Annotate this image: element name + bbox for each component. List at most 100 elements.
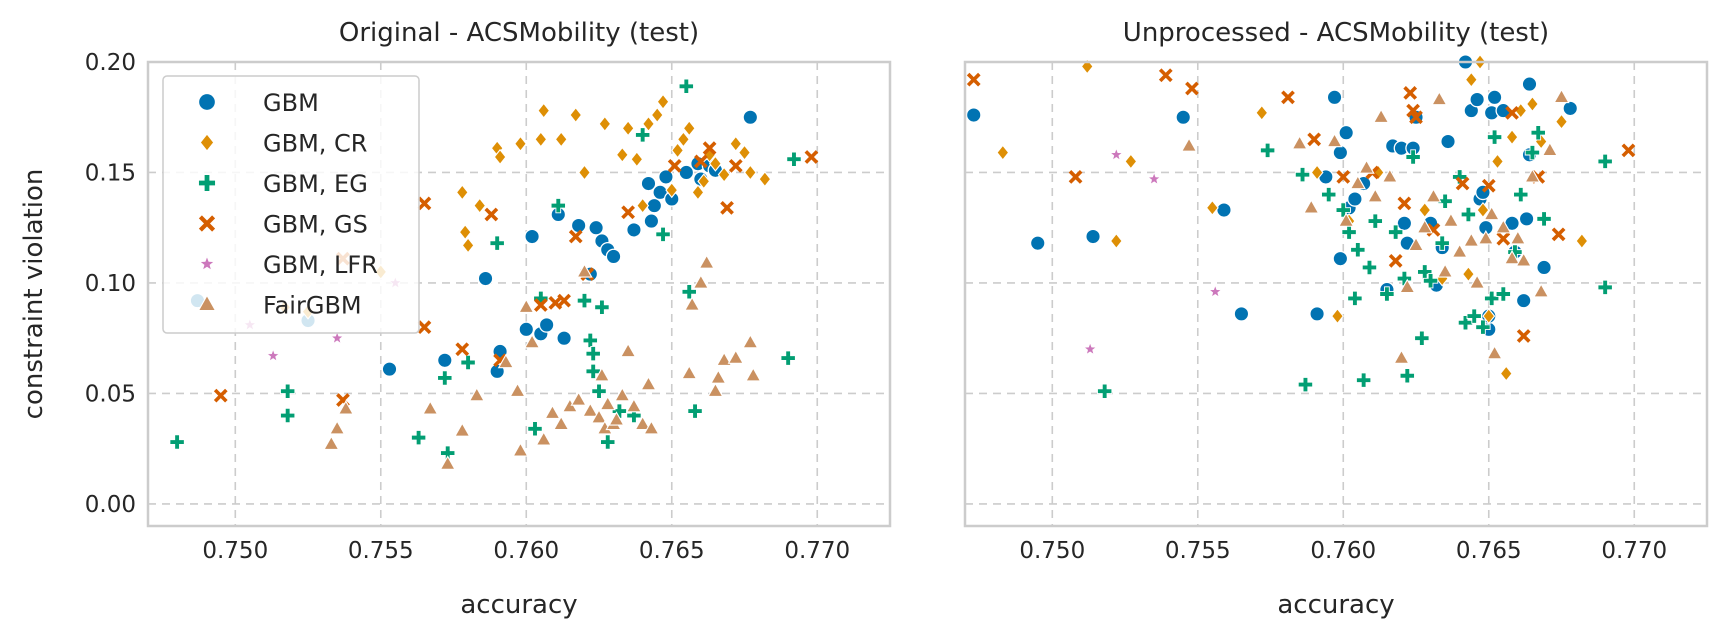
- data-point: [417, 320, 432, 335]
- data-point: [550, 197, 566, 214]
- data-point: [1503, 249, 1521, 265]
- x-tick-label: 0.755: [1165, 538, 1231, 564]
- data-point: [1475, 319, 1491, 335]
- data-point: [1562, 100, 1579, 117]
- data-point: [1436, 263, 1454, 278]
- data-point: [1496, 231, 1511, 246]
- data-point: [626, 222, 642, 238]
- data-point: [328, 420, 346, 435]
- data-point: [553, 415, 570, 431]
- data-point: [1332, 250, 1349, 267]
- legend-label: GBM, GS: [263, 211, 368, 239]
- data-point: [599, 395, 616, 411]
- data-point: [615, 146, 629, 163]
- data-point: [1553, 88, 1570, 104]
- data-point: [1336, 170, 1351, 184]
- data-point: [665, 182, 679, 199]
- data-point: [1597, 153, 1613, 170]
- data-point: [509, 382, 526, 397]
- grid: [965, 61, 1707, 526]
- data-point: [582, 402, 599, 417]
- data-point: [1414, 330, 1430, 346]
- data-point: [1347, 191, 1363, 207]
- data-point: [570, 391, 587, 406]
- data-point: [544, 404, 561, 420]
- data-point: [1326, 89, 1343, 106]
- data-point: [1367, 188, 1384, 203]
- data-point: [513, 135, 527, 152]
- data-point: [742, 109, 759, 126]
- data-point: [1399, 368, 1415, 384]
- data-point: [683, 296, 701, 311]
- data-point: [1332, 144, 1349, 161]
- data-point: [489, 235, 505, 251]
- data-point: [697, 173, 711, 190]
- data-point: [681, 364, 698, 380]
- data-point: [1463, 232, 1480, 247]
- data-point: [1330, 308, 1344, 325]
- data-point: [1486, 89, 1503, 106]
- data-point: [556, 330, 572, 347]
- data-point: [715, 351, 733, 367]
- plot-frame: [146, 60, 892, 528]
- data-point: [640, 375, 657, 391]
- y-axis-label: constraint violation: [19, 169, 49, 420]
- data-point: [1555, 113, 1568, 130]
- data-point: [454, 422, 471, 437]
- data-point: [1309, 306, 1325, 322]
- data-point: [1525, 95, 1539, 113]
- data-point: [1464, 71, 1478, 88]
- data-point: [1310, 164, 1324, 181]
- axis-ticks: 0.750 0.755 0.760 0.765 0.770 0.00 0.05 0.10 0.1…: [85, 50, 850, 564]
- y-tick-label: 0.15: [85, 160, 136, 186]
- data-point: [667, 158, 682, 173]
- data-point: [422, 400, 439, 415]
- data-point: [497, 353, 515, 369]
- legend-label: GBM, CR: [263, 130, 367, 158]
- legend-label: GBM: [263, 89, 319, 117]
- data-point: [1451, 243, 1468, 258]
- data-point: [1297, 376, 1314, 393]
- data-point: [458, 224, 472, 241]
- data-point: [1499, 365, 1513, 382]
- data-point: [527, 421, 543, 437]
- data-point: [576, 292, 593, 309]
- data-point: [1388, 253, 1403, 268]
- data-point: [1486, 344, 1503, 360]
- data-point: [621, 205, 635, 220]
- y-tick-label: 0.00: [85, 492, 136, 518]
- data-point: [966, 72, 981, 87]
- data-point: [1495, 286, 1511, 302]
- plot-area: [965, 53, 1636, 399]
- data-point: [524, 228, 540, 245]
- axis-ticks: 0.750 0.755 0.760 0.765 0.770: [1019, 538, 1667, 564]
- data-point: [468, 386, 485, 402]
- data-point: [1109, 147, 1124, 161]
- data-point: [1185, 81, 1199, 96]
- data-point: [717, 166, 731, 183]
- data-point: [614, 386, 631, 402]
- data-point: [1294, 167, 1311, 183]
- data-point: [1457, 315, 1474, 331]
- data-point: [381, 361, 398, 377]
- data-point: [636, 197, 650, 214]
- chart-original: Original - ACSMobility (test) 0.750 0.755…: [19, 18, 892, 620]
- data-point: [1482, 308, 1496, 325]
- data-point: [1460, 206, 1477, 223]
- x-tick-label: 0.770: [784, 538, 850, 564]
- data-point: [1350, 242, 1366, 258]
- x-tick-label: 0.765: [1456, 538, 1522, 564]
- data-point: [1216, 202, 1232, 218]
- data-point: [588, 219, 604, 236]
- data-point: [1372, 108, 1390, 123]
- data-point: [323, 435, 340, 450]
- data-point: [169, 434, 185, 450]
- data-point: [1281, 90, 1295, 105]
- data-point: [1536, 259, 1552, 276]
- data-point: [1426, 223, 1441, 237]
- x-tick-label: 0.760: [1310, 538, 1376, 564]
- data-point: [682, 120, 696, 137]
- data-point: [643, 213, 660, 229]
- data-point: [1455, 176, 1470, 191]
- data-point: [605, 248, 622, 265]
